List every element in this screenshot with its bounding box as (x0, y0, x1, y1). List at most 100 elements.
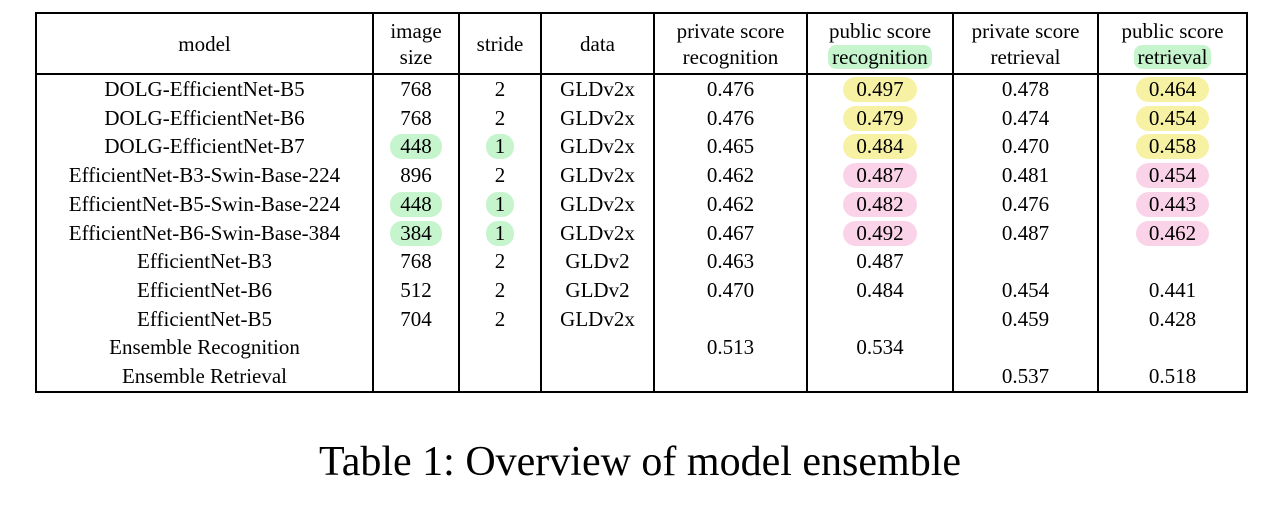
cell-data: GLDv2x (540, 218, 654, 248)
cell-data: GLDv2x (540, 74, 654, 104)
column-header-stride: stride (458, 13, 541, 75)
cell-private-score-recognition (653, 304, 807, 334)
header-text: retrieval (1133, 44, 1212, 69)
cell-image-size: 768 (372, 247, 459, 276)
cell-private-score-recognition: 0.463 (653, 247, 807, 276)
cell-public-score-recognition: 0.492 (806, 218, 953, 248)
header-text: public score (828, 18, 932, 43)
table-body: DOLG-EfficientNet-B5 768 2 GLDv2x 0.476 0.497… (36, 74, 1247, 392)
table-row: Ensemble Recognition 0.513 0.534 (36, 333, 1247, 363)
cell-image-size (372, 362, 459, 392)
cell-data: GLDv2x (540, 132, 654, 162)
cell-public-score-retrieval: 0.454 (1097, 161, 1247, 190)
header-text: private score (971, 18, 1080, 43)
cell-data: GLDv2x (540, 161, 654, 190)
cell-stride: 2 (458, 161, 541, 190)
column-header-private-score-retrieval: private score retrieval (952, 13, 1098, 75)
cell-private-score-recognition: 0.462 (653, 161, 807, 190)
cell-private-score-retrieval: 0.454 (952, 275, 1098, 305)
cell-model: DOLG-EfficientNet-B5 (104, 77, 305, 101)
highlighted-value: 0.497 (843, 77, 917, 102)
table-row: Ensemble Retrieval 0.537 0.518 (36, 362, 1247, 392)
table-row: EfficientNet-B5-Swin-Base-224 448 1 GLDv2x 0… (36, 189, 1247, 219)
cell-image-size: 448 (372, 132, 459, 162)
cell-model: EfficientNet-B5 (137, 306, 272, 331)
highlighted-value: 0.484 (843, 134, 917, 160)
cell-model: Ensemble Recognition (109, 335, 300, 360)
highlighted-value: 0.464 (1135, 77, 1210, 102)
cell-image-size: 448 (372, 189, 459, 219)
table-row: EfficientNet-B6-Swin-Base-384 384 1 GLDv2x 0… (36, 218, 1247, 248)
highlighted-value: 1 (485, 134, 515, 160)
cell-public-score-recognition: 0.487 (806, 247, 953, 276)
highlighted-value: 0.443 (1135, 191, 1210, 217)
table-row: EfficientNet-B3 768 2 GLDv2 0.463 0.487 (36, 247, 1247, 276)
cell-public-score-recognition: 0.484 (806, 132, 953, 162)
cell-stride: 1 (458, 218, 541, 248)
highlighted-value: 0.482 (843, 191, 917, 217)
cell-public-score-recognition: 0.497 (806, 74, 953, 104)
cell-stride: 2 (458, 103, 541, 133)
cell-stride: 2 (458, 247, 541, 276)
cell-private-score-retrieval: 0.481 (952, 161, 1098, 190)
cell-private-score-recognition: 0.470 (653, 275, 807, 305)
header-text: recognition (828, 44, 932, 69)
cell-private-score-retrieval: 0.478 (952, 74, 1098, 104)
column-header-image-size: image size (372, 13, 459, 75)
highlighted-value: 0.479 (843, 105, 917, 131)
cell-stride (458, 362, 541, 392)
cell-model: EfficientNet-B6-Swin-Base-384 (68, 220, 341, 245)
cell-public-score-recognition: 0.534 (806, 333, 953, 363)
cell-public-score-recognition: 0.482 (806, 189, 953, 219)
cell-private-score-retrieval: 0.474 (952, 103, 1098, 133)
cell-model: EfficientNet-B3 (137, 249, 272, 274)
cell-model: EfficientNet-B6 (137, 277, 272, 302)
header-text: stride (476, 31, 524, 56)
cell-model: Ensemble Retrieval (121, 364, 288, 389)
cell-public-score-retrieval: 0.518 (1097, 362, 1247, 392)
cell-public-score-retrieval (1097, 247, 1247, 276)
highlighted-value: 0.458 (1135, 134, 1210, 160)
table-header-row: model image size stride data private score rec… (36, 13, 1247, 75)
header-text: private score (676, 18, 785, 43)
cell-data: GLDv2x (540, 103, 654, 133)
highlighted-value: 1 (485, 191, 515, 217)
highlighted-value: 0.454 (1135, 105, 1210, 131)
cell-public-score-recognition (806, 304, 953, 334)
column-header-model: model (36, 13, 373, 75)
cell-data: GLDv2 (540, 247, 654, 276)
cell-public-score-retrieval: 0.454 (1097, 103, 1247, 133)
header-text: image (390, 18, 442, 43)
cell-image-size (372, 333, 459, 363)
cell-model: DOLG-EfficientNet-B7 (104, 134, 305, 159)
cell-public-score-recognition: 0.479 (806, 103, 953, 133)
cell-stride: 2 (458, 275, 541, 305)
cell-data: GLDv2x (540, 189, 654, 219)
cell-public-score-retrieval: 0.464 (1097, 74, 1247, 104)
highlighted-value: 0.454 (1135, 163, 1210, 189)
cell-stride: 1 (458, 132, 541, 162)
highlighted-value: 384 (390, 220, 442, 246)
cell-model: EfficientNet-B5-Swin-Base-224 (68, 191, 341, 216)
cell-data (540, 333, 654, 363)
column-header-data: data (540, 13, 654, 75)
cell-public-score-retrieval: 0.458 (1097, 132, 1247, 162)
highlighted-value: 448 (390, 134, 442, 160)
cell-public-score-retrieval: 0.441 (1097, 275, 1247, 305)
cell-public-score-retrieval (1097, 333, 1247, 363)
cell-public-score-retrieval: 0.428 (1097, 304, 1247, 334)
cell-private-score-recognition: 0.513 (653, 333, 807, 363)
table-row: DOLG-EfficientNet-B7 448 1 GLDv2x 0.465 0.484… (36, 132, 1247, 162)
cell-private-score-recognition: 0.462 (653, 189, 807, 219)
header-text: retrieval (990, 44, 1061, 69)
table-row: DOLG-EfficientNet-B6 768 2 GLDv2x 0.476 0.479… (36, 103, 1247, 133)
cell-private-score-retrieval: 0.459 (952, 304, 1098, 334)
header-text: public score (1121, 18, 1224, 43)
highlighted-value: 0.487 (843, 163, 917, 189)
cell-model: EfficientNet-B3-Swin-Base-224 (68, 163, 341, 188)
model-ensemble-table: model image size stride data private score rec… (35, 12, 1248, 393)
cell-image-size: 384 (372, 218, 459, 248)
header-text: recognition (682, 44, 779, 69)
table-caption: Table 1: Overview of model ensemble (318, 439, 962, 485)
